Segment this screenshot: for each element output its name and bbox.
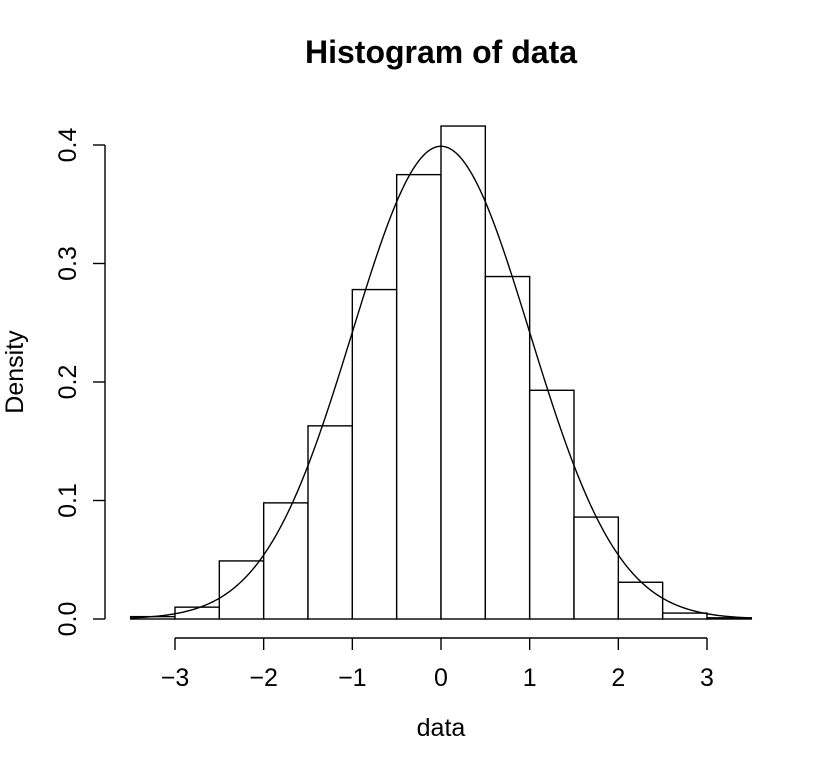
y-tick-label-2: 0.2 [54, 365, 82, 400]
histogram-bar-5 [351, 288, 398, 620]
x-tick-label-0: −3 [161, 664, 190, 692]
x-tick-label-2: −1 [338, 664, 367, 692]
y-tick-label-0: 0.0 [54, 602, 82, 637]
histogram-bar-11 [617, 581, 664, 620]
histogram-bar-2 [218, 560, 265, 620]
y-tick-label-1: 0.1 [54, 483, 82, 518]
y-tick-label-3: 0.3 [54, 246, 82, 281]
y-axis: 0.0 0.1 0.2 0.3 0.4 [54, 128, 106, 637]
y-tick-label-4: 0.4 [54, 128, 82, 163]
chart-title: Histogram of data [305, 34, 577, 70]
x-axis: −3 −2 −1 0 1 2 3 [161, 637, 714, 692]
histogram-bar-3 [262, 502, 309, 620]
histogram-bar-8 [484, 275, 531, 620]
histogram-bar-13 [706, 617, 753, 620]
histogram-bar-6 [395, 173, 442, 620]
y-axis-label: Density [1, 330, 29, 414]
x-tick-label-5: 2 [611, 664, 625, 692]
x-axis-label: data [417, 714, 466, 742]
histogram-bar-7 [440, 125, 487, 620]
histogram-bars [129, 125, 753, 620]
density-curve [130, 145, 752, 619]
histogram-bar-12 [661, 612, 708, 620]
x-tick-label-6: 3 [700, 664, 714, 692]
x-tick-label-3: 0 [434, 664, 448, 692]
x-tick-label-1: −2 [249, 664, 278, 692]
histogram-bar-9 [528, 389, 575, 620]
x-tick-label-4: 1 [523, 664, 537, 692]
histogram-bar-4 [307, 425, 354, 620]
histogram-bar-10 [573, 516, 620, 620]
